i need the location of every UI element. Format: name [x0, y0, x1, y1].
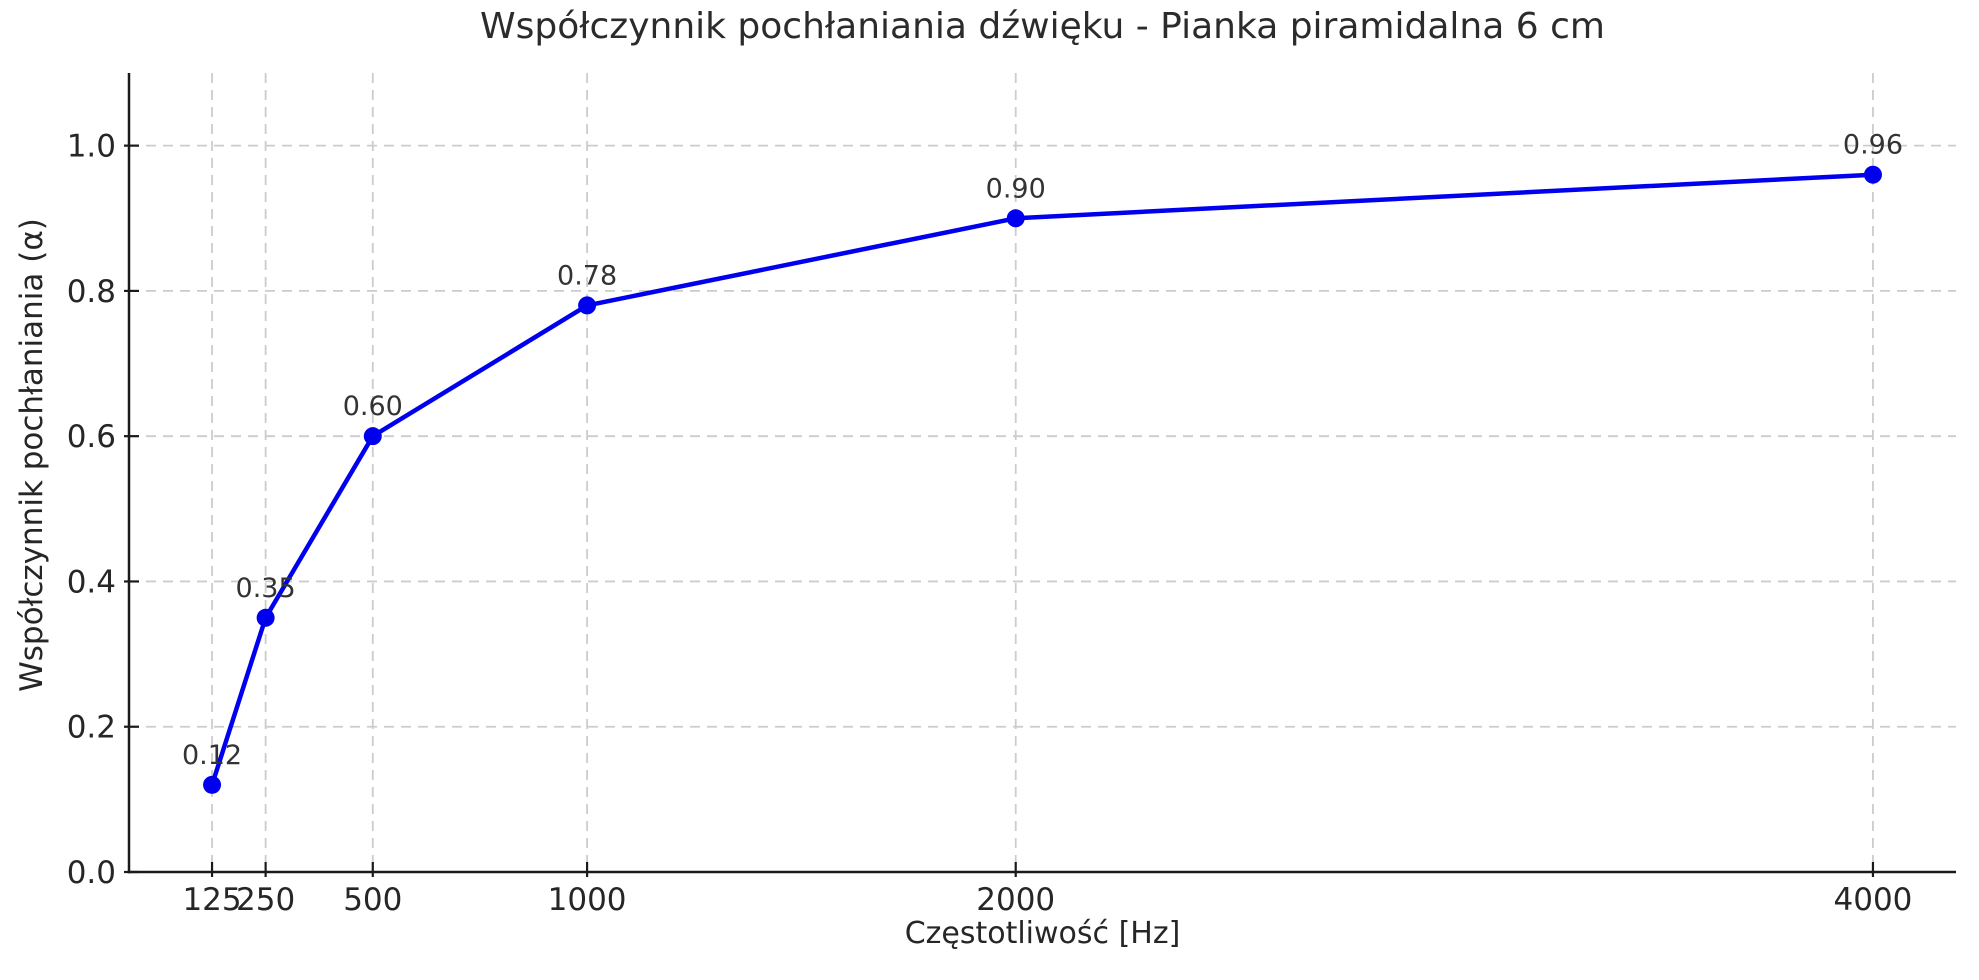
x-tick-label: 125: [182, 882, 241, 918]
y-tick-label: 0.0: [67, 855, 116, 891]
data-point-marker: [256, 608, 275, 627]
chart-title: Współczynnik pochłaniania dźwięku - Pian…: [480, 6, 1605, 47]
data-point-marker: [363, 427, 382, 446]
x-tick-label: 250: [236, 882, 295, 918]
y-tick-label: 1.0: [67, 129, 116, 165]
x-tick-label: 1000: [548, 882, 627, 918]
x-tick-label: 2000: [976, 882, 1055, 918]
x-axis-label: Częstotliwość [Hz]: [904, 916, 1181, 951]
data-line: [209, 172, 1876, 788]
data-point-marker: [578, 296, 597, 315]
data-point-label: 0.78: [557, 260, 617, 291]
data-point-marker: [1006, 209, 1025, 228]
data-point-label: 0.90: [986, 173, 1046, 204]
x-tick-label: 500: [343, 882, 402, 918]
y-tick-label: 0.8: [67, 274, 116, 310]
y-tick-label: 0.4: [67, 564, 116, 600]
y-tick-label: 0.6: [67, 419, 116, 455]
data-point-marker: [1863, 165, 1882, 184]
data-point-marker: [203, 775, 222, 794]
data-point-label: 0.60: [343, 391, 403, 422]
data-point-label: 0.12: [182, 740, 242, 771]
data-point-label: 0.35: [236, 573, 296, 604]
data-point-label: 0.96: [1843, 130, 1903, 161]
y-tick-label: 0.2: [67, 710, 116, 746]
x-tick-label: 4000: [1834, 882, 1913, 918]
